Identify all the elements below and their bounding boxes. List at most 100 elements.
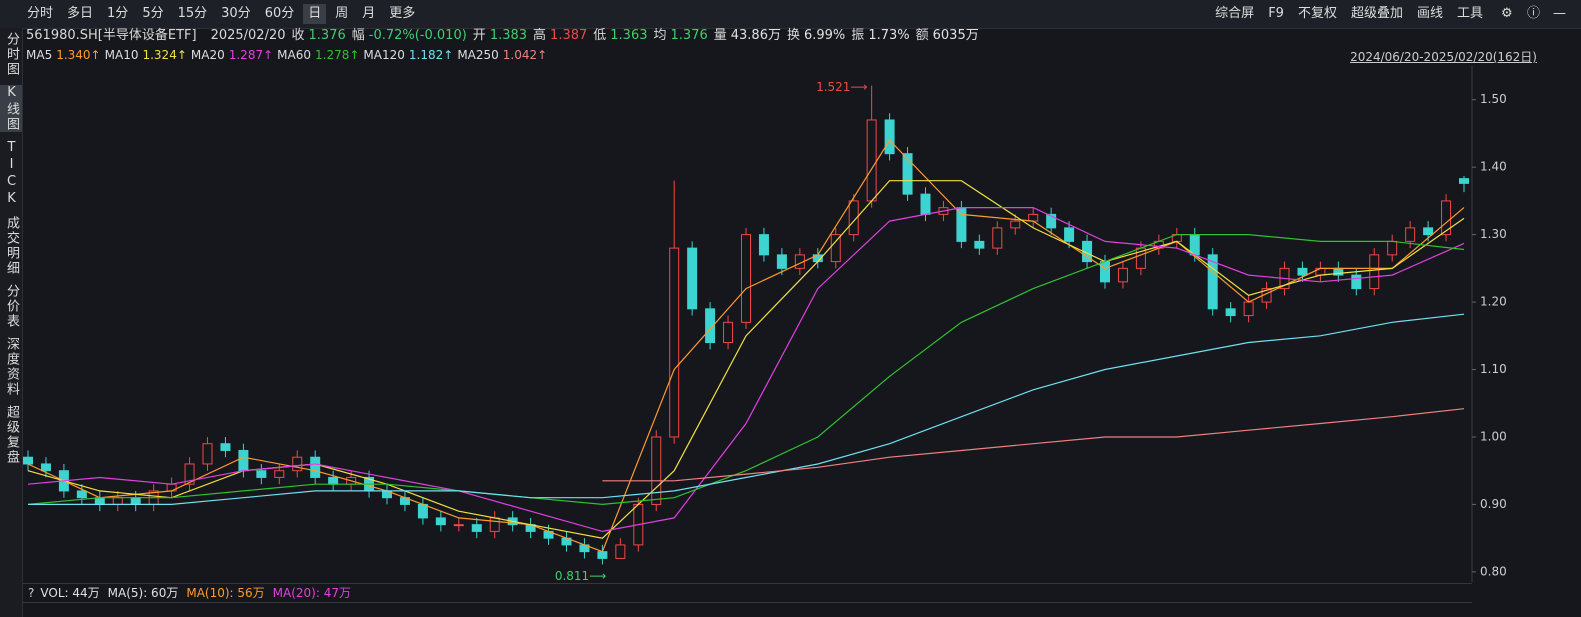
candle-body: [94, 497, 105, 505]
side-tab[interactable]: 超级复盘: [4, 405, 19, 465]
field-value: 43.86万: [730, 28, 781, 43]
axis-panel: [1472, 66, 1581, 582]
info-bar: 561980.SH[半导体设备ETF] 2025/02/20 收 1.376 幅 -0.7…: [26, 27, 985, 45]
help[interactable]: ?: [28, 586, 35, 600]
volume-label: MA(5): 60万: [107, 586, 179, 600]
tab[interactable]: 多日: [67, 6, 94, 21]
candle-body: [112, 497, 123, 505]
ma-line: [27, 207, 1465, 533]
candle-body: [974, 240, 985, 249]
tab[interactable]: 周: [335, 6, 349, 21]
volume-label: MA(20): 47万: [272, 586, 351, 600]
ma-name: MA250: [457, 48, 499, 62]
candle-body: [687, 247, 698, 310]
volume-bar: ? VOL: 44万 MA(5): 60万 MA(10): 56万 MA(20): 47…: [22, 583, 1472, 603]
side-tab[interactable]: TICK: [4, 140, 19, 208]
tab[interactable]: 60分: [264, 6, 295, 21]
y-tick-label: 1.00: [1480, 429, 1507, 443]
tab[interactable]: 5分: [142, 6, 164, 21]
side-tab[interactable]: 深度资料: [4, 337, 19, 397]
ma-line: [27, 139, 1465, 553]
candle-body: [292, 456, 303, 472]
candle-body: [597, 551, 608, 559]
candle-body: [866, 119, 877, 202]
candle-body: [1243, 301, 1254, 317]
field-value: 1.73%: [868, 28, 910, 43]
tab[interactable]: 更多: [389, 6, 416, 21]
icon[interactable]: ⓘ: [1527, 6, 1541, 21]
field-value: 6035万: [932, 28, 979, 43]
sidebar: 分时图 K线图 TICK 成交明细分价表深度资料超级复盘: [0, 28, 23, 617]
candle-body: [76, 490, 87, 499]
chart: 1.50 1.40 1.30 1.20 1.10 1.00 0.90 0.80 1.521⟶ 0.…: [23, 66, 1581, 582]
candle-body: [848, 200, 859, 236]
tab[interactable]: 15分: [177, 6, 208, 21]
candle-body: [238, 449, 249, 472]
candle-body: [1100, 261, 1110, 283]
icon[interactable]: ⚙: [1501, 6, 1513, 21]
volume-label: MA(10): 56万: [186, 586, 265, 600]
tab[interactable]: 超级叠加: [1350, 6, 1403, 21]
candle-body: [1046, 213, 1057, 229]
annotation: 0.811⟶: [555, 569, 607, 582]
candle-body: [202, 443, 213, 465]
ma-value: 1.324↑: [142, 48, 187, 62]
y-tick-label: 0.80: [1480, 564, 1507, 578]
candle-body: [669, 247, 680, 438]
field-value: 1.376: [308, 28, 346, 43]
candle-body: [1387, 240, 1398, 256]
date-range[interactable]: 2024/06/20-2025/02/20(162日): [1350, 50, 1537, 64]
tab[interactable]: 1分: [107, 6, 129, 21]
y-tick-label: 1.40: [1480, 160, 1507, 174]
field-label: 开: [472, 28, 486, 43]
side-tab[interactable]: K线图: [0, 85, 22, 132]
tab[interactable]: 工具: [1456, 6, 1483, 21]
candle-body: [220, 443, 231, 451]
candle-body: [705, 308, 716, 344]
ma-line: [27, 234, 1465, 506]
tab[interactable]: 日: [303, 4, 327, 24]
candle-body: [830, 234, 841, 263]
side-tab[interactable]: 分价表: [4, 284, 19, 329]
ma-name: MA120: [363, 48, 405, 62]
candle-body: [417, 503, 428, 519]
ma-line: [602, 408, 1465, 482]
ma-value: 1.287↑: [228, 48, 274, 62]
side-tab[interactable]: 成交明细: [4, 216, 19, 276]
icon[interactable]: —: [1553, 6, 1566, 21]
candle-body: [902, 153, 913, 195]
candle-body: [758, 234, 769, 256]
field-value: -0.72%(-0.010): [368, 28, 467, 43]
candle-body: [1010, 220, 1021, 229]
candle-body: [741, 234, 751, 323]
candle-body: [1369, 254, 1380, 290]
candle-body: [776, 254, 787, 269]
tab[interactable]: 月: [362, 6, 376, 21]
tab[interactable]: 分时: [27, 6, 54, 21]
candle-body: [956, 207, 967, 242]
tab[interactable]: 画线: [1416, 6, 1443, 21]
candle-body: [1405, 227, 1416, 242]
candle-body: [615, 544, 626, 559]
candle-body: [435, 517, 446, 526]
ma-name: MA5: [26, 48, 53, 62]
toolbar: 分时 多日 1分 5分 15分 30分 60分日周月更多 工具 画线 超级叠加 不复权 F9 综合屏 ⚙ ⓘ…: [0, 0, 1581, 29]
tab[interactable]: 30分: [221, 6, 251, 21]
candle-body: [1297, 267, 1308, 276]
tab[interactable]: F9: [1268, 6, 1284, 21]
field-label: 高: [533, 28, 547, 43]
candle-body: [920, 193, 931, 215]
annotation: 1.521⟶: [816, 80, 868, 94]
field-label: 低: [593, 28, 607, 43]
candle-body: [1441, 200, 1452, 236]
tab[interactable]: 不复权: [1297, 6, 1337, 21]
ma-name: MA10: [104, 48, 139, 62]
side-tab[interactable]: 分时图: [4, 32, 19, 77]
field-value: 1.363: [610, 28, 648, 43]
candle-body: [274, 470, 285, 478]
candle-body: [130, 497, 141, 505]
tab[interactable]: 综合屏: [1215, 6, 1255, 21]
field-label: 额: [915, 28, 929, 43]
field-label: 幅: [351, 28, 365, 43]
ma-value: 1.042↑: [502, 48, 548, 62]
